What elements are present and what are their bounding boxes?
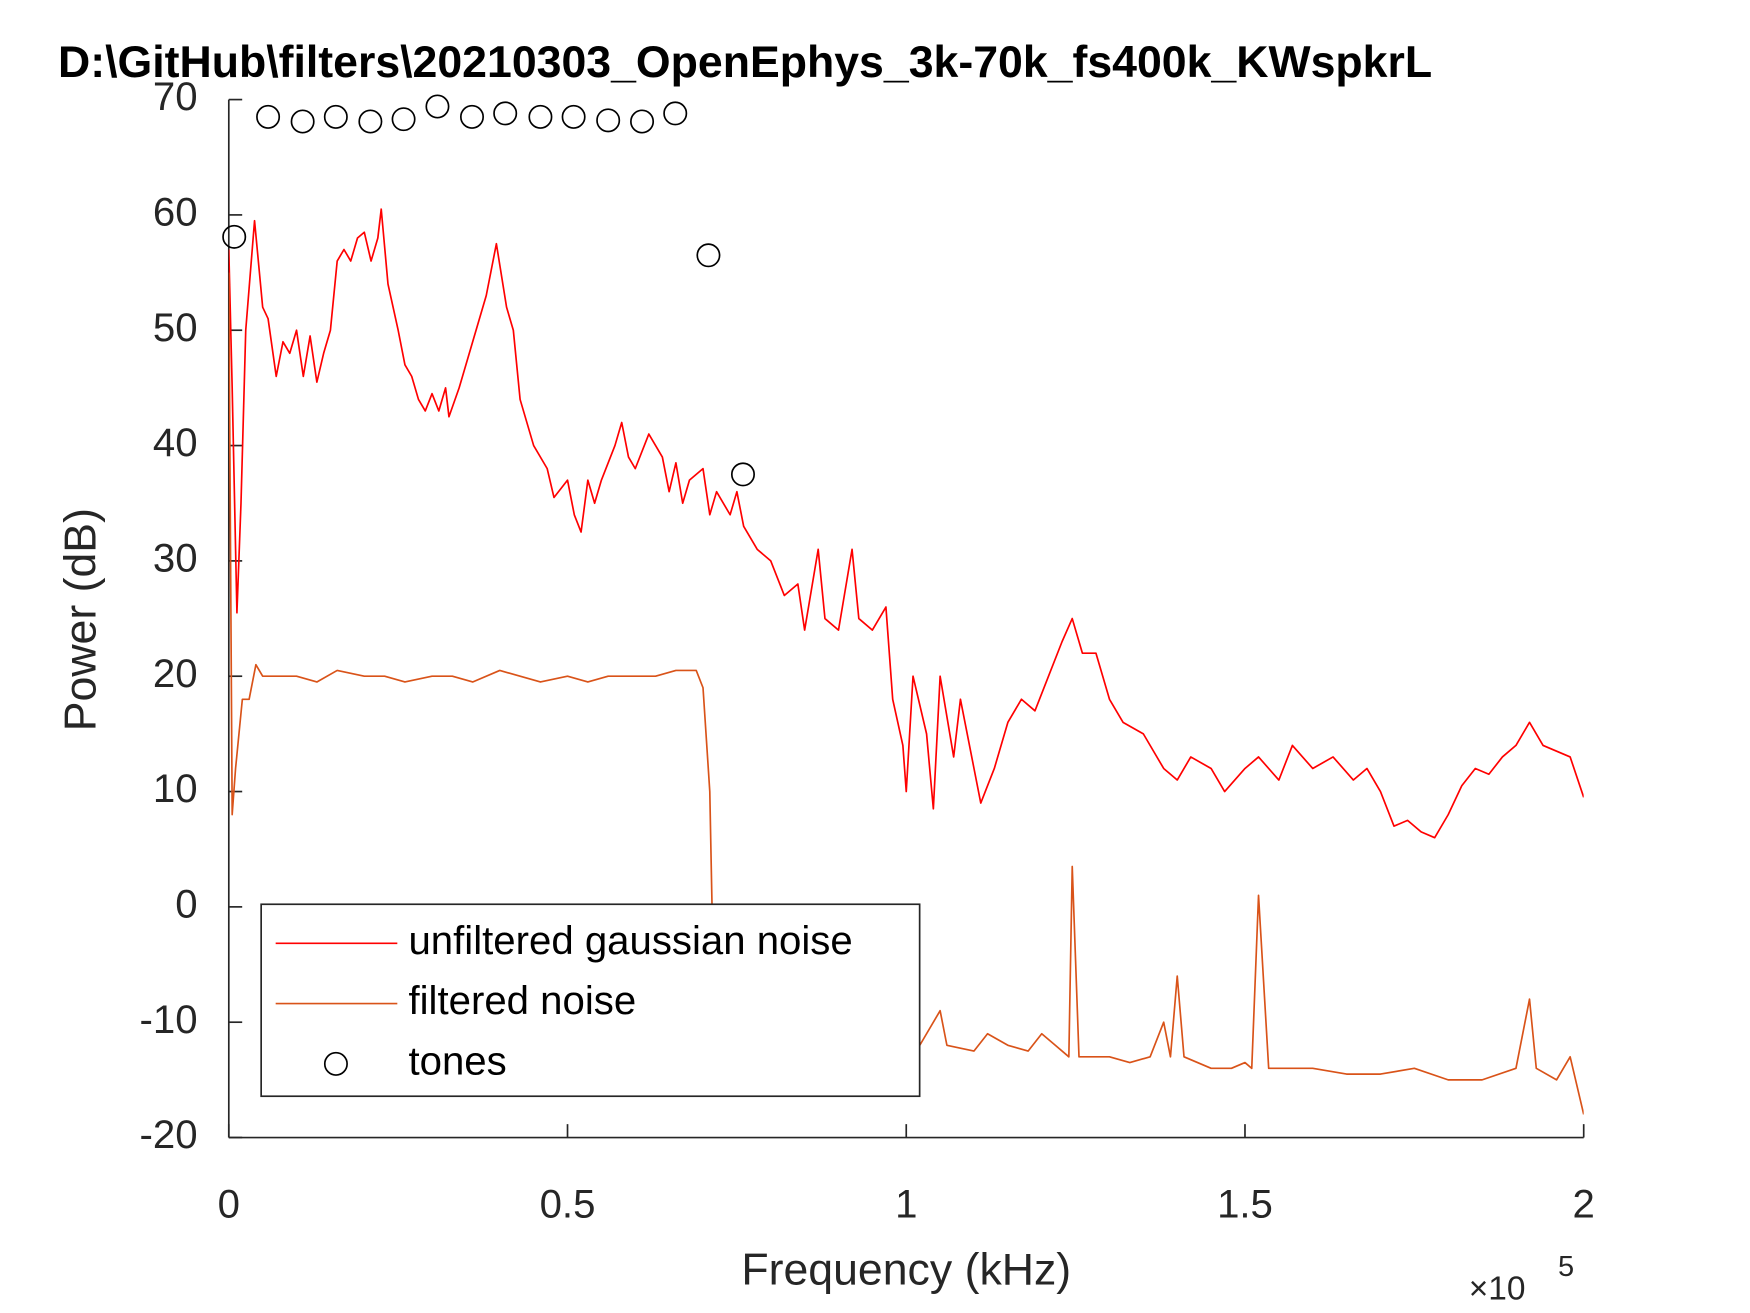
tone-marker (323, 104, 348, 129)
y-tick-label: 70 (153, 74, 198, 119)
tone-marker (256, 104, 281, 129)
x-axis-label: Frequency (kHz) (741, 1245, 1071, 1294)
tone-marker (222, 224, 247, 249)
legend-marker (323, 1051, 348, 1076)
tone-marker (630, 109, 655, 134)
chart-title: D:\GitHub\filters\20210303_OpenEphys_3k-… (58, 38, 1432, 87)
tone-marker (561, 104, 586, 129)
tone-marker (460, 104, 484, 129)
tone-marker (493, 101, 518, 126)
y-axis-label: Power (dB) (57, 508, 106, 731)
tone-marker (596, 108, 621, 133)
y-tick-label: -10 (139, 997, 197, 1042)
y-tick-label: 10 (153, 766, 198, 811)
legend-label: unfiltered gaussian noise (408, 918, 852, 963)
series-line (228, 208, 1584, 839)
tone-marker (730, 462, 755, 487)
tone-marker (425, 94, 450, 119)
y-tick-label: 40 (153, 420, 198, 465)
legend-label: tones (408, 1038, 506, 1083)
y-tick-label: 0 (175, 881, 197, 926)
x-tick-label: 1 (895, 1181, 917, 1226)
x-multiplier-exponent: 5 (1558, 1251, 1574, 1283)
legend-label: filtered noise (408, 978, 636, 1023)
legend: unfiltered gaussian noise filtered noise t… (260, 903, 921, 1098)
x-tick-label: 1.5 (1217, 1181, 1273, 1226)
x-tick-label: 0.5 (540, 1181, 596, 1226)
y-tick-label: 60 (153, 190, 198, 235)
legend-box (260, 903, 921, 1098)
tone-marker (290, 109, 315, 134)
tone-marker (696, 243, 721, 268)
y-tick-label: 20 (153, 651, 198, 696)
x-tick-label: 2 (1573, 1181, 1595, 1226)
y-tick-label: -20 (139, 1112, 197, 1157)
x-tick-label: 0 (218, 1181, 240, 1226)
tone-marker (358, 109, 383, 134)
tone-marker (663, 101, 688, 126)
y-tick-label: 30 (153, 535, 198, 580)
x-multiplier-base: ×10 (1469, 1270, 1526, 1307)
tone-marker (528, 104, 553, 129)
y-tick-label: 50 (153, 305, 198, 350)
tone-marker (391, 107, 416, 132)
